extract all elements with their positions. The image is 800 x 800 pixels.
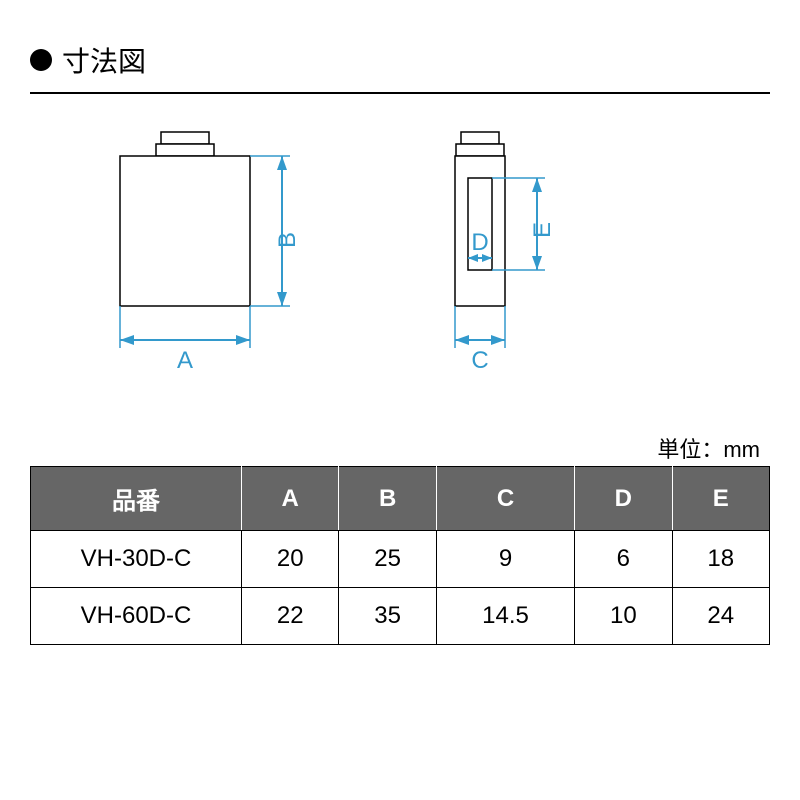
header-d: D [575, 467, 672, 531]
header-e: E [672, 467, 769, 531]
header-b: B [339, 467, 436, 531]
unit-label: 単位：mm [30, 432, 770, 464]
cell-d: 10 [575, 588, 672, 645]
cell-a: 22 [242, 588, 339, 645]
header-partno: 品番 [31, 467, 242, 531]
dimension-diagrams: B A D E C [100, 122, 770, 382]
cell-b: 25 [339, 531, 436, 588]
cell-partno: VH-30D-C [31, 531, 242, 588]
title-separator [30, 92, 770, 94]
table-header-row: 品番 A B C D E [31, 467, 770, 531]
bullet-icon [30, 49, 52, 71]
cell-partno: VH-60D-C [31, 588, 242, 645]
table-row: VH-30D-C 20 25 9 6 18 [31, 531, 770, 588]
table-row: VH-60D-C 22 35 14.5 10 24 [31, 588, 770, 645]
cell-b: 35 [339, 588, 436, 645]
header-c: C [436, 467, 574, 531]
cell-a: 20 [242, 531, 339, 588]
dim-a-label: A [177, 347, 193, 374]
side-view-diagram: D E C [420, 122, 640, 382]
dim-b-label: B [274, 232, 301, 248]
dim-e-label: E [529, 222, 556, 238]
cell-c: 14.5 [436, 588, 574, 645]
section-title: 寸法図 [30, 40, 770, 80]
title-text: 寸法図 [62, 40, 146, 80]
front-view-diagram: B A [100, 122, 340, 382]
spec-table: 品番 A B C D E VH-30D-C 20 25 9 6 18 VH-60… [30, 466, 770, 645]
header-a: A [242, 467, 339, 531]
dim-d-label: D [471, 229, 488, 256]
cell-e: 18 [672, 531, 769, 588]
dim-c-label: C [471, 347, 488, 374]
cell-d: 6 [575, 531, 672, 588]
cell-c: 9 [436, 531, 574, 588]
cell-e: 24 [672, 588, 769, 645]
